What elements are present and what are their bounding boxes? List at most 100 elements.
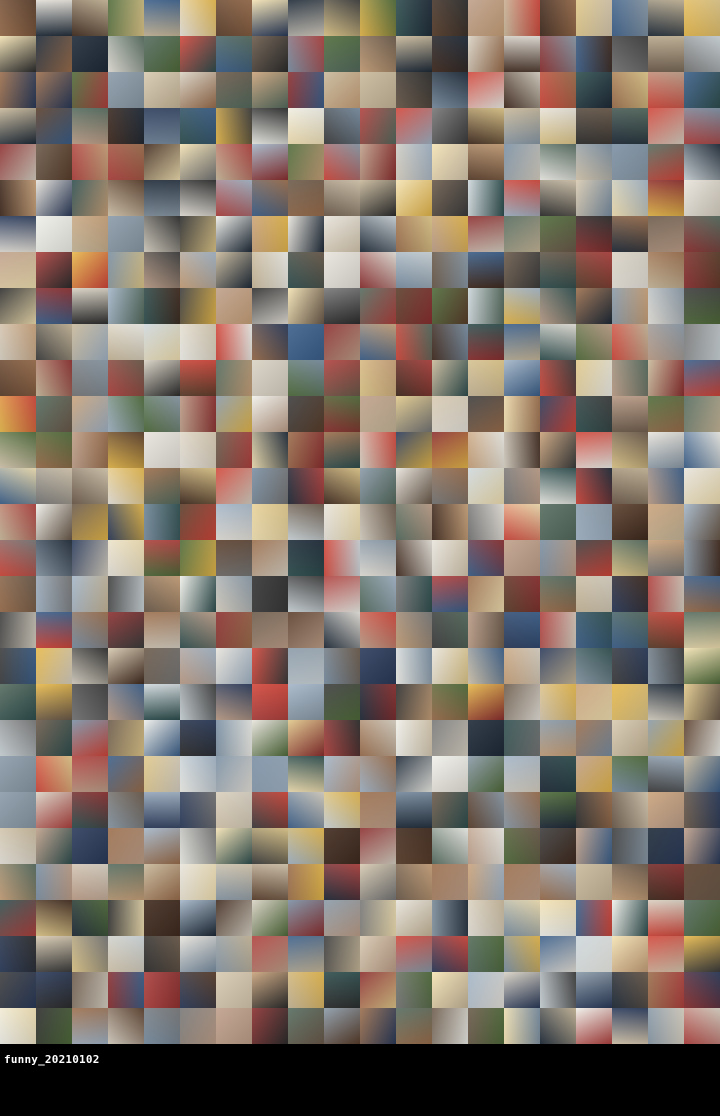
thumbnail-tile [684,252,720,288]
thumbnail-tile [36,36,72,72]
thumbnail-tile [468,324,504,360]
thumbnail-tile [576,288,612,324]
thumbnail-tile [360,396,396,432]
thumbnail-tile [396,180,432,216]
thumbnail-tile [72,504,108,540]
thumbnail-tile [180,252,216,288]
thumbnail-tile [396,972,432,1008]
thumbnail-tile [576,1008,612,1044]
thumbnail-tile [252,576,288,612]
thumbnail-tile [0,684,36,720]
thumbnail-tile [144,144,180,180]
thumbnail-tile [360,540,396,576]
thumbnail-tile [324,612,360,648]
thumbnail-tile [108,108,144,144]
thumbnail-tile [648,216,684,252]
thumbnail-tile [684,36,720,72]
thumbnail-tile [504,900,540,936]
thumbnail-tile [288,720,324,756]
thumbnail-tile [648,540,684,576]
thumbnail-tile [576,252,612,288]
thumbnail-tile [180,540,216,576]
thumbnail-tile [432,936,468,972]
thumbnail-tile [684,72,720,108]
thumbnail-tile [648,684,684,720]
thumbnail-tile [684,288,720,324]
thumbnail-tile [144,504,180,540]
thumbnail-tile [108,468,144,504]
thumbnail-tile [180,684,216,720]
thumbnail-tile [144,540,180,576]
thumbnail-tile [180,144,216,180]
thumbnail-tile [36,684,72,720]
thumbnail-tile [144,36,180,72]
thumbnail-tile [576,36,612,72]
thumbnail-tile [648,72,684,108]
thumbnail-tile [684,180,720,216]
thumbnail-tile [288,576,324,612]
thumbnail-tile [396,720,432,756]
thumbnail-tile [252,972,288,1008]
thumbnail-tile [432,504,468,540]
thumbnail-tile [0,648,36,684]
thumbnail-tile [180,0,216,36]
thumbnail-tile [324,396,360,432]
thumbnail-tile [576,468,612,504]
thumbnail-tile [144,252,180,288]
thumbnail-tile [360,612,396,648]
thumbnail-tile [0,144,36,180]
thumbnail-tile [0,360,36,396]
thumbnail-tile [432,360,468,396]
thumbnail-tile [72,72,108,108]
thumbnail-tile [612,864,648,900]
thumbnail-tile [0,324,36,360]
thumbnail-tile [504,648,540,684]
thumbnail-tile [540,36,576,72]
thumbnail-tile [0,72,36,108]
thumbnail-tile [144,576,180,612]
mosaic-caption: funny_20210102 [4,1053,100,1066]
thumbnail-tile [576,900,612,936]
thumbnail-tile [612,540,648,576]
thumbnail-tile [180,576,216,612]
thumbnail-tile [36,360,72,396]
thumbnail-tile [180,756,216,792]
thumbnail-tile [360,936,396,972]
thumbnail-tile [684,612,720,648]
thumbnail-tile [288,360,324,396]
thumbnail-tile [252,0,288,36]
thumbnail-tile [324,540,360,576]
thumbnail-tile [648,612,684,648]
thumbnail-tile [0,1008,36,1044]
thumbnail-tile [648,720,684,756]
thumbnail-tile [684,972,720,1008]
thumbnail-tile [360,900,396,936]
thumbnail-tile [648,864,684,900]
thumbnail-tile [0,540,36,576]
thumbnail-tile [612,108,648,144]
thumbnail-tile [540,612,576,648]
thumbnail-tile [468,576,504,612]
thumbnail-tile [576,324,612,360]
thumbnail-tile [144,720,180,756]
thumbnail-tile [108,576,144,612]
thumbnail-tile [144,0,180,36]
thumbnail-tile [108,864,144,900]
thumbnail-tile [216,576,252,612]
thumbnail-tile [468,144,504,180]
thumbnail-tile [180,504,216,540]
thumbnail-tile [396,72,432,108]
thumbnail-tile [252,1008,288,1044]
thumbnail-tile [648,144,684,180]
thumbnail-tile [648,972,684,1008]
thumbnail-tile [360,324,396,360]
thumbnail-tile [684,144,720,180]
thumbnail-tile [36,792,72,828]
thumbnail-tile [360,72,396,108]
thumbnail-tile [36,288,72,324]
thumbnail-tile [468,252,504,288]
thumbnail-tile [432,756,468,792]
thumbnail-tile [216,252,252,288]
thumbnail-tile [288,108,324,144]
thumbnail-tile [360,648,396,684]
